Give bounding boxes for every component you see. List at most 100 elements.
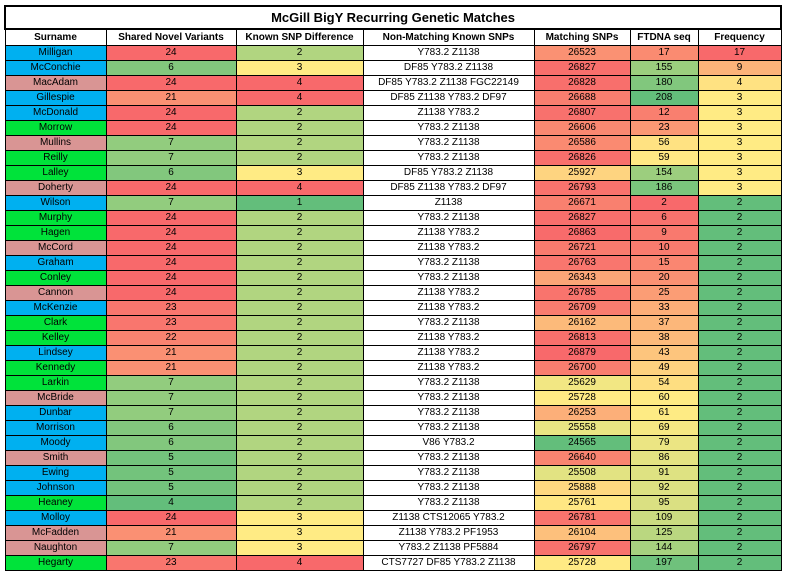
non-matching-known-snps-cell[interactable]: Z1138 Y783.2 PF1953 — [362, 525, 535, 541]
non-matching-known-snps-cell[interactable]: CTS7727 DF85 Y783.2 Z1138 — [362, 555, 535, 571]
ftdna-seq-cell[interactable]: 20 — [629, 270, 699, 286]
matching-snps-cell[interactable]: 26813 — [533, 330, 631, 346]
matching-snps-cell[interactable]: 26785 — [533, 285, 631, 301]
shared-novel-variants-cell[interactable]: 7 — [105, 150, 237, 166]
ftdna-seq-cell[interactable]: 54 — [629, 375, 699, 391]
non-matching-known-snps-cell[interactable]: Z1138 Y783.2 — [362, 330, 535, 346]
shared-novel-variants-cell[interactable]: 24 — [105, 180, 237, 196]
ftdna-seq-cell[interactable]: 95 — [629, 495, 699, 511]
surname-cell[interactable]: Conley — [4, 270, 107, 286]
matching-snps-cell[interactable]: 26807 — [533, 105, 631, 121]
surname-cell[interactable]: McKenzie — [4, 300, 107, 316]
shared-novel-variants-cell[interactable]: 7 — [105, 195, 237, 211]
matching-snps-cell[interactable]: 26162 — [533, 315, 631, 331]
matching-snps-cell[interactable]: 26826 — [533, 150, 631, 166]
shared-novel-variants-cell[interactable]: 4 — [105, 495, 237, 511]
matching-snps-cell[interactable]: 26781 — [533, 510, 631, 526]
surname-cell[interactable]: Moody — [4, 435, 107, 451]
ftdna-seq-cell[interactable]: 60 — [629, 390, 699, 406]
known-snp-difference-cell[interactable]: 2 — [235, 360, 364, 376]
known-snp-difference-cell[interactable]: 2 — [235, 135, 364, 151]
frequency-cell[interactable]: 2 — [697, 330, 782, 346]
frequency-cell[interactable]: 3 — [697, 135, 782, 151]
surname-cell[interactable]: Dunbar — [4, 405, 107, 421]
non-matching-known-snps-cell[interactable]: Y783.2 Z1138 — [362, 150, 535, 166]
surname-cell[interactable]: Hegarty — [4, 555, 107, 571]
frequency-cell[interactable]: 4 — [697, 75, 782, 91]
shared-novel-variants-cell[interactable]: 24 — [105, 120, 237, 136]
known-snp-difference-cell[interactable]: 3 — [235, 525, 364, 541]
ftdna-seq-cell[interactable]: 91 — [629, 465, 699, 481]
frequency-cell[interactable]: 3 — [697, 180, 782, 196]
ftdna-seq-cell[interactable]: 144 — [629, 540, 699, 556]
matching-snps-cell[interactable]: 26721 — [533, 240, 631, 256]
ftdna-seq-cell[interactable]: 69 — [629, 420, 699, 436]
matching-snps-cell[interactable]: 25629 — [533, 375, 631, 391]
ftdna-seq-cell[interactable]: 37 — [629, 315, 699, 331]
shared-novel-variants-cell[interactable]: 24 — [105, 75, 237, 91]
known-snp-difference-cell[interactable]: 2 — [235, 240, 364, 256]
non-matching-known-snps-cell[interactable]: Y783.2 Z1138 — [362, 135, 535, 151]
frequency-cell[interactable]: 2 — [697, 270, 782, 286]
ftdna-seq-cell[interactable]: 9 — [629, 225, 699, 241]
non-matching-known-snps-cell[interactable]: DF85 Y783.2 Z1138 — [362, 60, 535, 76]
known-snp-difference-cell[interactable]: 2 — [235, 120, 364, 136]
frequency-cell[interactable]: 2 — [697, 435, 782, 451]
shared-novel-variants-cell[interactable]: 21 — [105, 90, 237, 106]
matching-snps-cell[interactable]: 26827 — [533, 210, 631, 226]
known-snp-difference-cell[interactable]: 2 — [235, 465, 364, 481]
frequency-cell[interactable]: 2 — [697, 495, 782, 511]
matching-snps-cell[interactable]: 26688 — [533, 90, 631, 106]
frequency-cell[interactable]: 2 — [697, 345, 782, 361]
matching-snps-cell[interactable]: 26606 — [533, 120, 631, 136]
shared-novel-variants-cell[interactable]: 5 — [105, 480, 237, 496]
shared-novel-variants-cell[interactable]: 7 — [105, 135, 237, 151]
ftdna-seq-cell[interactable]: 43 — [629, 345, 699, 361]
ftdna-seq-cell[interactable]: 15 — [629, 255, 699, 271]
ftdna-seq-cell[interactable]: 180 — [629, 75, 699, 91]
frequency-cell[interactable]: 2 — [697, 255, 782, 271]
shared-novel-variants-cell[interactable]: 6 — [105, 435, 237, 451]
known-snp-difference-cell[interactable]: 4 — [235, 75, 364, 91]
surname-cell[interactable]: Kennedy — [4, 360, 107, 376]
non-matching-known-snps-cell[interactable]: DF85 Z1138 Y783.2 DF97 — [362, 90, 535, 106]
non-matching-known-snps-cell[interactable]: Y783.2 Z1138 — [362, 420, 535, 436]
known-snp-difference-cell[interactable]: 2 — [235, 450, 364, 466]
surname-cell[interactable]: Smith — [4, 450, 107, 466]
surname-cell[interactable]: MacAdam — [4, 75, 107, 91]
known-snp-difference-cell[interactable]: 2 — [235, 390, 364, 406]
known-snp-difference-cell[interactable]: 2 — [235, 300, 364, 316]
known-snp-difference-cell[interactable]: 2 — [235, 420, 364, 436]
surname-cell[interactable]: Clark — [4, 315, 107, 331]
known-snp-difference-cell[interactable]: 2 — [235, 435, 364, 451]
non-matching-known-snps-cell[interactable]: Y783.2 Z1138 — [362, 465, 535, 481]
ftdna-seq-cell[interactable]: 154 — [629, 165, 699, 181]
ftdna-seq-cell[interactable]: 197 — [629, 555, 699, 571]
matching-snps-cell[interactable]: 25761 — [533, 495, 631, 511]
known-snp-difference-cell[interactable]: 2 — [235, 330, 364, 346]
matching-snps-cell[interactable]: 26523 — [533, 45, 631, 61]
non-matching-known-snps-cell[interactable]: Y783.2 Z1138 — [362, 405, 535, 421]
ftdna-seq-cell[interactable]: 208 — [629, 90, 699, 106]
shared-novel-variants-cell[interactable]: 6 — [105, 420, 237, 436]
surname-cell[interactable]: Reilly — [4, 150, 107, 166]
shared-novel-variants-cell[interactable]: 24 — [105, 510, 237, 526]
matching-snps-cell[interactable]: 26828 — [533, 75, 631, 91]
matching-snps-cell[interactable]: 26793 — [533, 180, 631, 196]
frequency-cell[interactable]: 2 — [697, 240, 782, 256]
surname-cell[interactable]: Larkin — [4, 375, 107, 391]
matching-snps-cell[interactable]: 26104 — [533, 525, 631, 541]
ftdna-seq-cell[interactable]: 2 — [629, 195, 699, 211]
non-matching-known-snps-cell[interactable]: Y783.2 Z1138 — [362, 315, 535, 331]
ftdna-seq-cell[interactable]: 61 — [629, 405, 699, 421]
frequency-cell[interactable]: 2 — [697, 360, 782, 376]
shared-novel-variants-cell[interactable]: 23 — [105, 300, 237, 316]
ftdna-seq-cell[interactable]: 186 — [629, 180, 699, 196]
shared-novel-variants-cell[interactable]: 6 — [105, 60, 237, 76]
frequency-cell[interactable]: 2 — [697, 465, 782, 481]
matching-snps-cell[interactable]: 26797 — [533, 540, 631, 556]
surname-cell[interactable]: Murphy — [4, 210, 107, 226]
ftdna-seq-cell[interactable]: 17 — [629, 45, 699, 61]
ftdna-seq-cell[interactable]: 6 — [629, 210, 699, 226]
matching-snps-cell[interactable]: 26640 — [533, 450, 631, 466]
